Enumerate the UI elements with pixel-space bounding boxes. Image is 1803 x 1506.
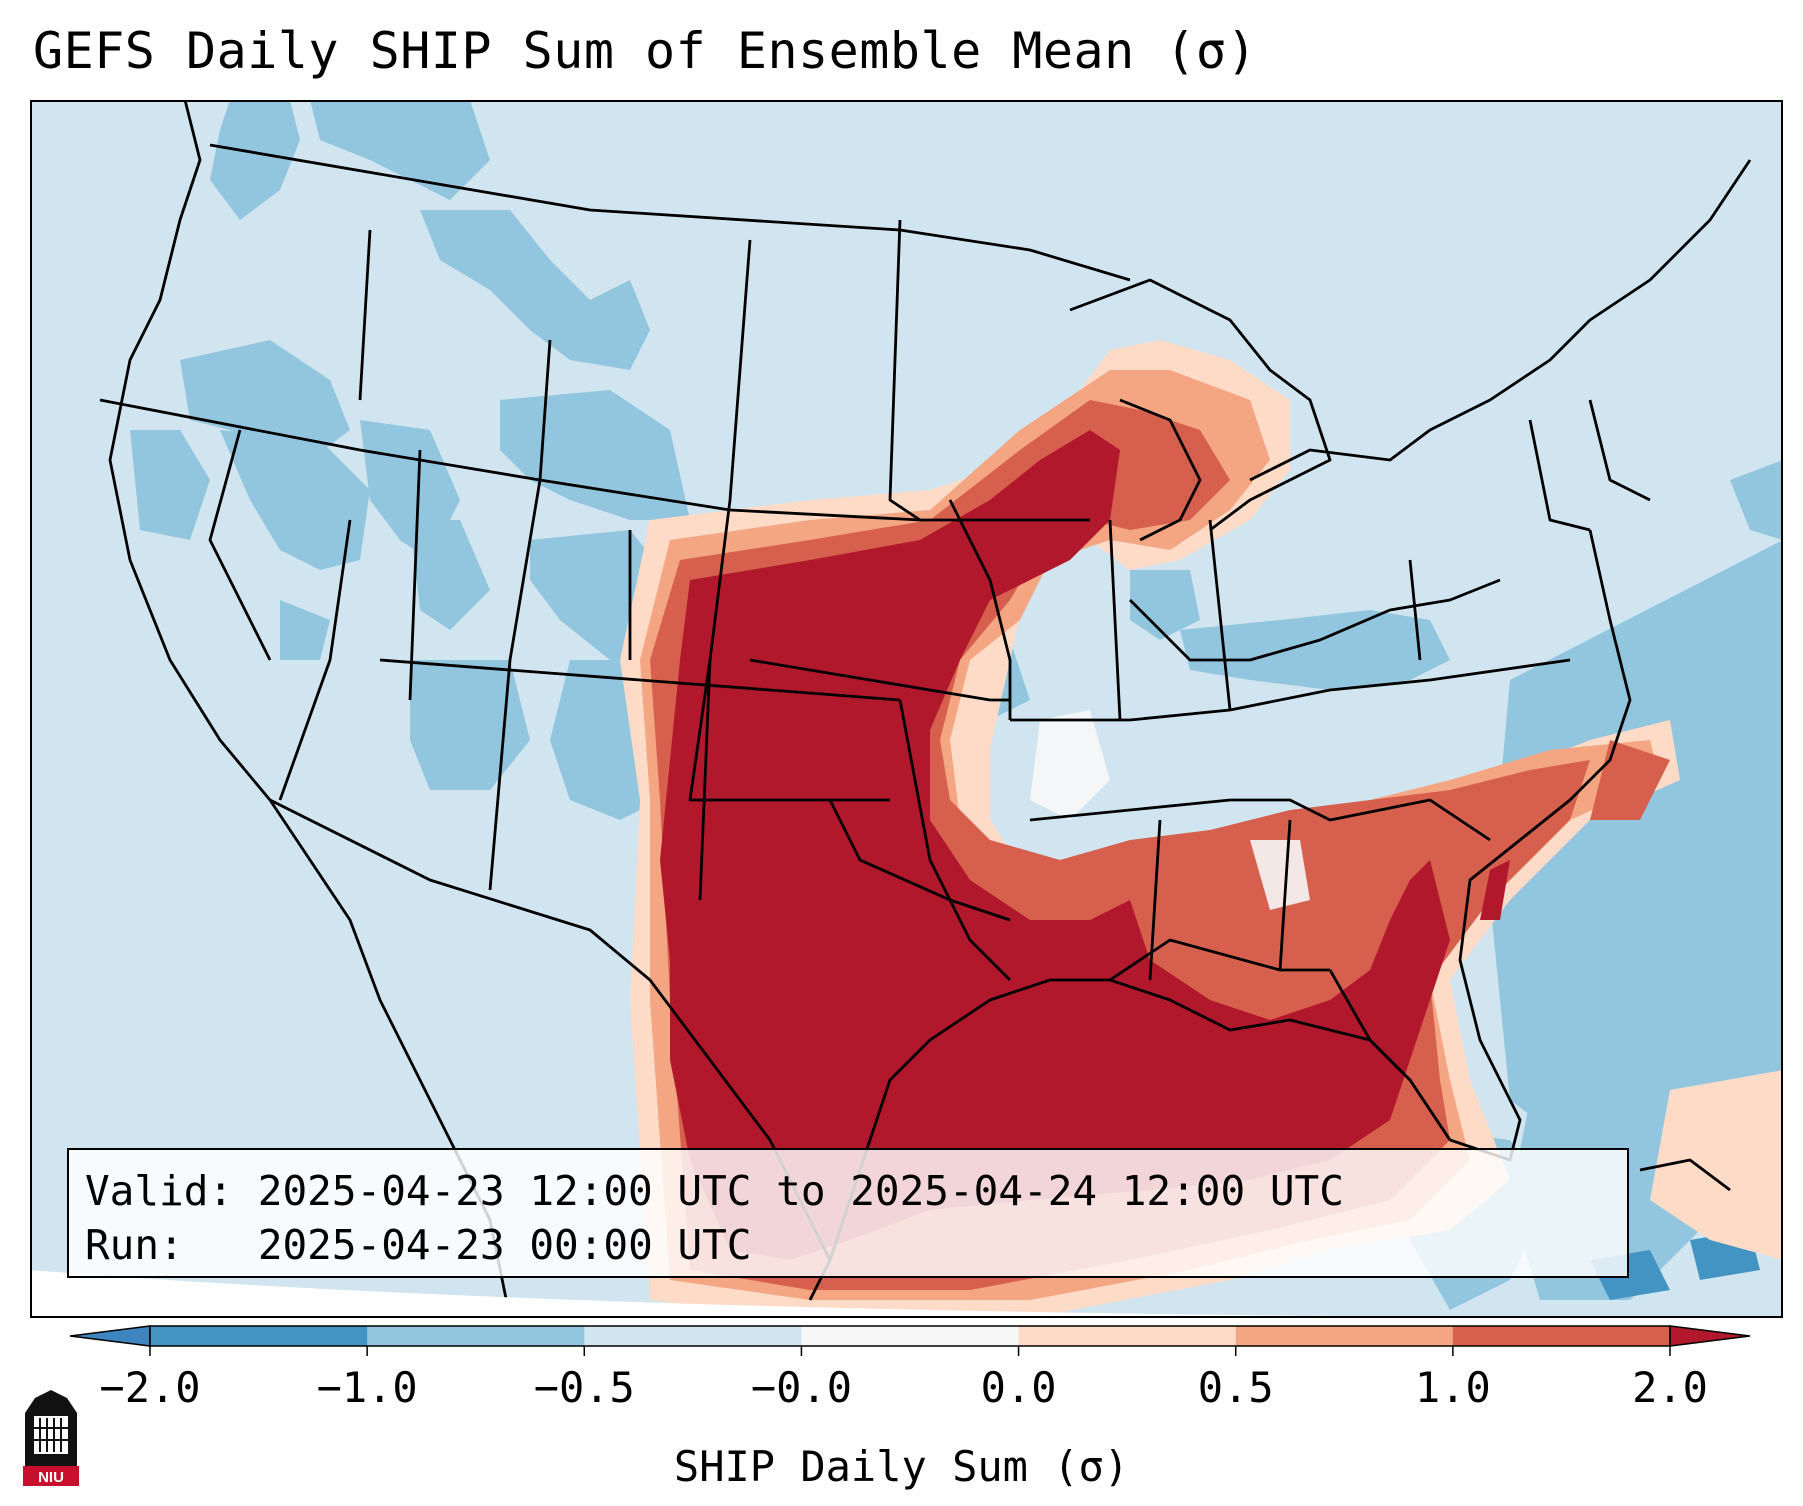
- light-blue-field: [130, 100, 1783, 1310]
- valid-value: 2025-04-23 12:00 UTC to 2025-04-24 12:00…: [257, 1167, 1344, 1215]
- colorbar-bin: [1235, 1326, 1454, 1346]
- colorbar-bin: [801, 1326, 1020, 1346]
- ship-map: [30, 100, 1783, 1318]
- colorbar-bin: [1018, 1326, 1237, 1346]
- run-label: Run:: [85, 1221, 184, 1269]
- colorbar-under-arrow: [70, 1325, 151, 1347]
- map-frame: [30, 100, 1783, 1318]
- dark-red-field: [660, 430, 1510, 1260]
- colorbar: −2.0 −1.0 −0.5 −0.0 0.0 0.5 1.0 2.0: [70, 1325, 1750, 1412]
- colorbar-frame: [149, 1325, 1671, 1347]
- colorbar-bin: [367, 1326, 585, 1346]
- run-value: 2025-04-23 00:00 UTC: [257, 1221, 752, 1269]
- colorbar-bin: [584, 1326, 802, 1346]
- colorbar-over-arrow: [1669, 1325, 1750, 1347]
- colorbar-tick-label: 2.0: [1632, 1363, 1708, 1412]
- colorbar-tick-label: −0.5: [534, 1363, 635, 1412]
- colorbar-label: SHIP Daily Sum (σ): [673, 1442, 1130, 1491]
- validity-info-box: Valid: 2025-04-23 12:00 UTC to 2025-04-2…: [67, 1148, 1629, 1278]
- boundaries: [99, 100, 1752, 1318]
- projection-edge: [30, 1270, 1783, 1318]
- niu-logo: NIU: [23, 1390, 79, 1486]
- colorbar-tick-label: 1.0: [1415, 1363, 1491, 1412]
- colorbar-tick-label: −1.0: [317, 1363, 418, 1412]
- colorbar-tick-label: −0.0: [751, 1363, 852, 1412]
- valid-label: Valid:: [85, 1167, 234, 1215]
- white-patches: [1030, 710, 1310, 910]
- logo-text: NIU: [38, 1469, 64, 1486]
- colorbar-tick-label: 0.0: [981, 1363, 1057, 1412]
- colorbar-bin: [1452, 1326, 1671, 1346]
- colorbar-tick-label: −2.0: [99, 1363, 200, 1412]
- colorbar-tick-label: 0.5: [1198, 1363, 1274, 1412]
- chart-title: GEFS Daily SHIP Sum of Ensemble Mean (σ): [33, 22, 1258, 80]
- colorbar-bin: [150, 1326, 368, 1346]
